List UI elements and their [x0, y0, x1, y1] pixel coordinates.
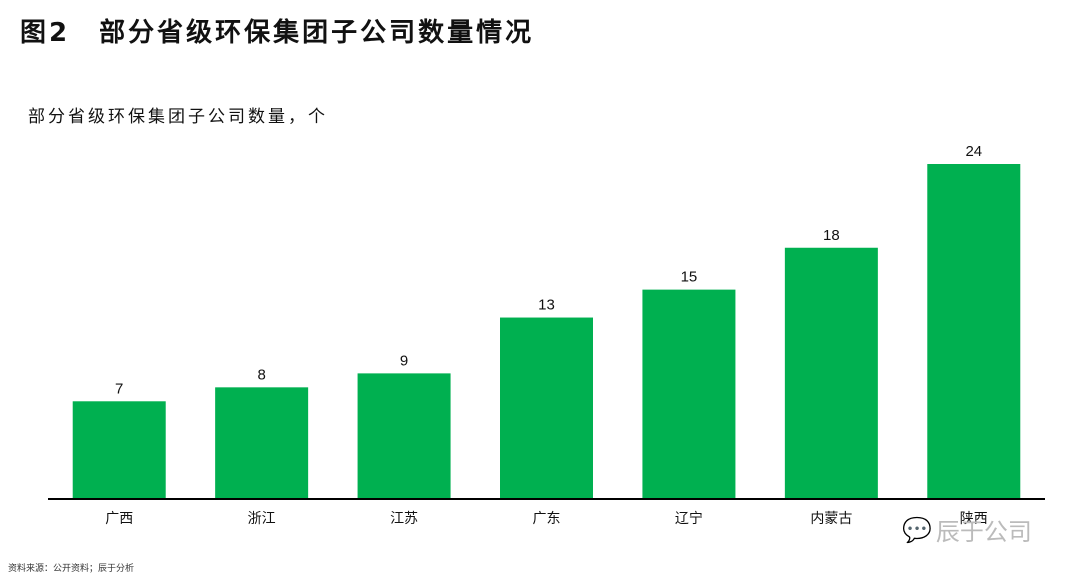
data-label: 9	[400, 352, 408, 369]
bar	[642, 289, 736, 499]
category-label: 江苏	[390, 511, 418, 527]
source-note: 资料来源：公开资料；辰于分析	[8, 564, 135, 574]
category-label: 内蒙古	[810, 511, 852, 527]
bar	[215, 387, 309, 499]
data-label: 18	[823, 227, 840, 244]
category-label: 辽宁	[675, 510, 703, 527]
data-label: 8	[257, 366, 265, 383]
data-label: 13	[538, 297, 555, 314]
data-label: 24	[965, 143, 982, 160]
bar	[927, 164, 1021, 499]
chart-title: 部分省级环保集团子公司数量，个	[28, 107, 328, 127]
category-label: 陕西	[960, 511, 988, 527]
wechat-icon: 💬	[902, 515, 932, 544]
category-label: 广东	[533, 511, 561, 527]
watermark-text: 辰于公司	[935, 518, 1032, 546]
category-label: 广西	[105, 511, 133, 527]
bar	[784, 247, 878, 499]
figure-title: 图2 部分省级环保集团子公司数量情况	[20, 18, 535, 48]
bar	[72, 401, 166, 499]
watermark: 💬 辰于公司	[902, 512, 1032, 547]
data-label: 7	[115, 380, 123, 397]
data-label: 15	[681, 269, 698, 286]
category-label: 浙江	[248, 511, 276, 527]
bar	[357, 373, 451, 499]
bar	[500, 317, 593, 499]
